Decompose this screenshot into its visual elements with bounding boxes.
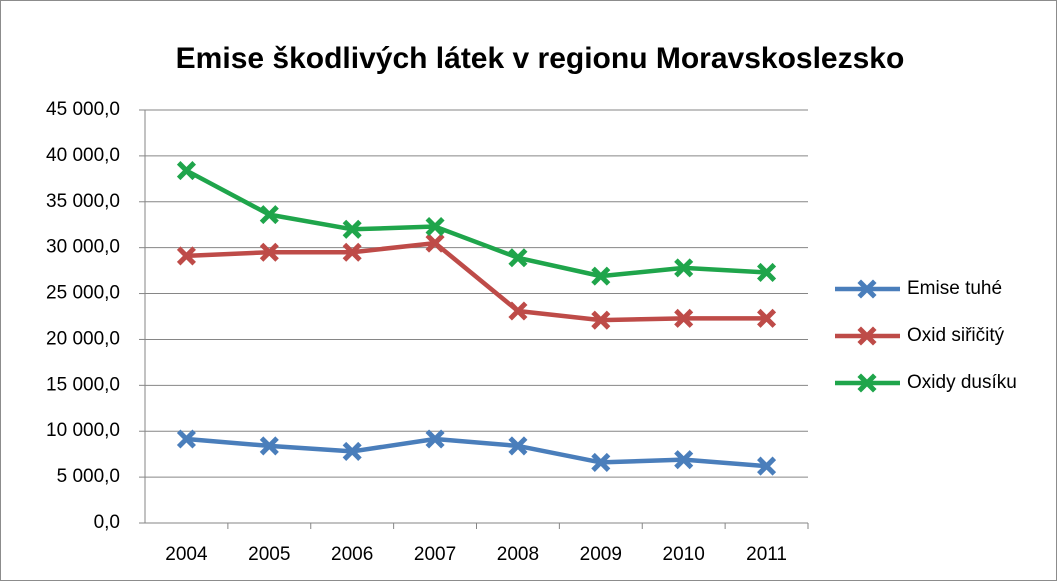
series-line (186, 240, 767, 323)
y-tick-label: 20 000,0 (46, 328, 120, 349)
x-tick-label: 2007 (414, 544, 456, 565)
data-point (508, 301, 528, 321)
data-point (674, 308, 694, 328)
data-point (757, 456, 777, 476)
y-tick-label: 30 000,0 (46, 237, 120, 258)
chart-title: Emise škodlivých látek v regionu Moravsk… (176, 42, 905, 75)
data-point (591, 266, 611, 286)
legend-marker (857, 279, 877, 299)
data-point (591, 452, 611, 472)
data-point (342, 219, 362, 239)
data-point (425, 217, 445, 237)
x-tick-label: 2004 (165, 544, 208, 565)
data-point (425, 233, 445, 253)
legend-label: Emise tuhé (907, 278, 1002, 299)
y-tick-label: 15 000,0 (46, 374, 120, 395)
x-tick-label: 2011 (746, 544, 787, 565)
data-point (259, 205, 279, 225)
data-point (176, 246, 196, 266)
y-tick-label: 35 000,0 (46, 191, 120, 212)
data-point (508, 248, 528, 268)
x-tick-label: 2009 (580, 544, 622, 565)
x-tick-label: 2005 (248, 544, 290, 565)
x-tick-label: 2008 (497, 544, 539, 565)
series-line (186, 436, 767, 469)
data-point (425, 429, 445, 449)
data-point (342, 441, 362, 461)
data-point (591, 310, 611, 330)
data-point (674, 258, 694, 278)
x-tick-label: 2010 (663, 544, 705, 565)
data-point (176, 429, 196, 449)
data-point (259, 436, 279, 456)
y-tick-label: 5 000,0 (57, 466, 120, 487)
data-point (508, 436, 528, 456)
series-line (185, 168, 767, 279)
x-tick-label: 2006 (331, 544, 373, 565)
data-point (674, 450, 694, 470)
data-point (757, 308, 777, 328)
legend-label: Oxidy dusíku (907, 372, 1017, 393)
data-point (757, 262, 777, 282)
data-point (176, 161, 196, 181)
legend-marker (857, 326, 877, 346)
y-tick-label: 40 000,0 (46, 145, 120, 166)
data-point (342, 242, 362, 262)
data-point (259, 242, 279, 262)
legend-marker (857, 373, 877, 393)
y-tick-label: 10 000,0 (46, 420, 120, 441)
y-tick-label: 45 000,0 (46, 99, 120, 120)
y-tick-label: 25 000,0 (46, 283, 120, 304)
legend-label: Oxid siřičitý (907, 325, 1005, 346)
y-tick-label: 0,0 (94, 512, 120, 533)
